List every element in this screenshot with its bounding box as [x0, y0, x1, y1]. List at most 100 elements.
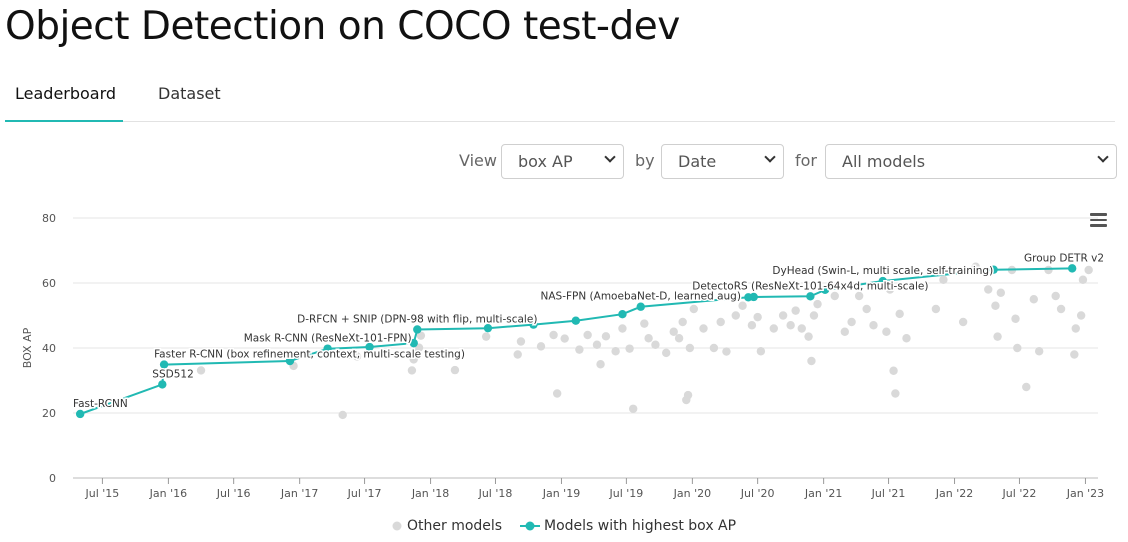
other-model-point: [552, 389, 562, 398]
other-model-point: [409, 355, 418, 364]
other-model-point: [769, 324, 778, 333]
other-model-point: [669, 327, 678, 336]
other-model-point: [1044, 265, 1053, 275]
page-title: Object Detection on COCO test-dev: [5, 4, 680, 49]
x-tick-label: Jul '16: [216, 487, 251, 500]
other-model-point: [854, 291, 864, 301]
chevron-down-icon: [1097, 151, 1109, 163]
other-model-point: [753, 312, 762, 322]
other-model-point: [596, 360, 605, 369]
y-tick-label: 80: [42, 212, 56, 225]
other-model-point: [807, 356, 816, 366]
other-model-point: [583, 330, 592, 340]
best-model-point: [571, 316, 581, 325]
best-model-point: [820, 285, 830, 295]
x-tick-label: Jul '21: [871, 487, 906, 500]
other-model-point: [891, 389, 900, 398]
other-model-point: [674, 334, 684, 343]
best-model-point: [878, 276, 888, 286]
best-model-point: [529, 320, 538, 329]
x-axis-select[interactable]: Date: [661, 144, 784, 179]
x-tick-label: Jan '17: [280, 487, 318, 500]
best-model-point: [1067, 264, 1077, 273]
tab-dataset[interactable]: Dataset: [158, 84, 221, 103]
sota-chart: 0 20 40 60 80 Jul '15 Jan '16 Jul '16 Jan '17 Jul…: [21, 212, 1106, 500]
legend-other-models[interactable]: Other models: [391, 518, 502, 534]
model-filter-select[interactable]: All models: [825, 144, 1117, 179]
other-model-point: [958, 317, 968, 327]
x-tick-label: Jan '20: [673, 487, 711, 500]
other-model-point: [196, 366, 206, 375]
x-tick-label: Jan '21: [804, 487, 842, 500]
other-model-point: [1029, 295, 1039, 304]
other-model-point: [813, 299, 822, 309]
other-model-point: [840, 327, 849, 336]
x-tick-label: Jul '18: [478, 487, 513, 500]
for-label: for: [795, 151, 817, 170]
other-model-point: [786, 321, 795, 330]
other-model-point: [991, 301, 1000, 310]
other-model-point: [611, 347, 620, 356]
legend-best-models[interactable]: Models with highest box AP: [520, 518, 736, 534]
best-model-point: [806, 292, 815, 301]
other-model-point: [592, 340, 602, 349]
best-model-label: Mask R-CNN (ResNeXt-101-FPN): [244, 333, 412, 345]
best-model-label: NAS-FPN (AmoebaNet-D, learned aug): [541, 291, 741, 303]
y-tick-label: 0: [49, 472, 56, 485]
best-model-point: [483, 323, 493, 333]
other-model-point: [549, 330, 558, 340]
best-model-point: [323, 344, 332, 353]
other-model-point: [644, 334, 653, 343]
other-model-point: [716, 317, 725, 327]
best-model-point: [75, 409, 85, 419]
y-axis-title: BOX AP: [21, 327, 34, 368]
other-model-point: [685, 343, 695, 353]
best-model-point: [636, 302, 645, 311]
other-model-point: [416, 331, 426, 340]
best-model-point: [989, 265, 998, 274]
best-model-label: DetectoRS (ResNeXt-101-64x4d, multi-scal…: [692, 280, 928, 292]
other-model-point: [640, 319, 649, 328]
other-model-point: [996, 288, 1006, 297]
y-tick-label: 20: [42, 407, 56, 420]
other-model-point: [809, 311, 819, 320]
other-model-point: [536, 342, 546, 351]
other-model-point: [971, 262, 980, 271]
other-model-point: [778, 311, 788, 320]
other-model-point: [993, 332, 1002, 341]
hamburger-menu-icon[interactable]: [1090, 213, 1107, 227]
best-model-label: DyHead (Swin-L, multi scale, self-traini…: [772, 265, 993, 277]
other-model-point: [481, 332, 491, 341]
best-model-point: [365, 342, 374, 352]
other-model-point: [601, 332, 611, 341]
other-model-point: [407, 366, 417, 375]
best-model-point: [409, 338, 418, 348]
best-model-point: [285, 356, 295, 366]
other-model-point: [1051, 291, 1060, 301]
best-model-label: D-RFCN + SNIP (DPN-98 with flip, multi-s…: [297, 313, 537, 325]
other-model-point: [885, 285, 895, 294]
x-tick-label: Jul '19: [608, 487, 643, 500]
other-model-point: [709, 343, 719, 353]
other-model-point: [618, 324, 627, 333]
chevron-down-icon: [764, 151, 776, 163]
chart-legend: Other models Models with highest box AP: [0, 518, 1128, 538]
x-tick-label: Jan '23: [1066, 487, 1104, 500]
other-model-point: [1084, 265, 1093, 275]
tab-leaderboard[interactable]: Leaderboard: [5, 84, 123, 122]
best-model-point: [749, 292, 758, 302]
other-model-point: [699, 324, 708, 333]
tab-bar: Leaderboard Dataset: [5, 80, 1115, 122]
metric-select-value: box AP: [518, 152, 573, 171]
view-label: View: [459, 151, 497, 170]
other-model-point: [345, 350, 354, 359]
metric-select[interactable]: box AP: [501, 144, 624, 179]
other-model-point: [683, 390, 693, 400]
teal-line-dot-icon: [520, 521, 540, 531]
other-model-point: [1022, 382, 1031, 392]
y-tick-label: 40: [42, 342, 56, 355]
best-model-point: [413, 325, 422, 334]
grey-dot-icon: [392, 521, 402, 531]
other-model-point: [513, 350, 522, 359]
x-tick-label: Jul '17: [347, 487, 382, 500]
